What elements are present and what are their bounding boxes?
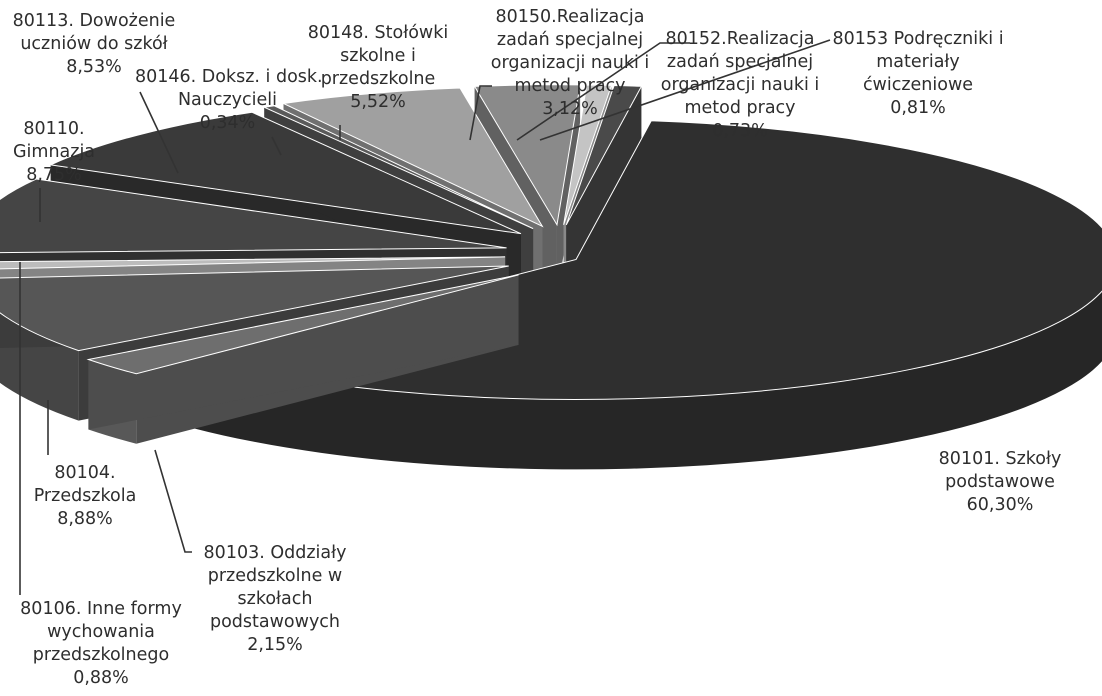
slice-top [0,178,507,254]
slice-top [86,274,519,375]
slice-top [473,84,581,227]
leader-line-80113 [139,91,179,174]
label-80146: 80146. Doksz. i dosk. Nauczycieli 0,34% [135,67,323,133]
slice-wall [88,274,519,430]
slice-top [0,256,506,270]
leader-line-80103 [154,449,192,553]
slice-top [0,265,509,352]
slice-top [565,84,643,226]
slice-top [48,111,522,235]
leader-line-80146 [271,136,282,156]
label-80113: 80113. Dowożenie uczniów do szkół 8,53% [12,11,176,77]
slice-top [281,87,544,228]
leader-line-80150 [469,85,492,141]
pie-slice-80103 [86,274,519,444]
label-80110: 80110. Gimnazja 8,75% [12,119,96,185]
pie-slices [0,84,1102,470]
label-80148: 80148. Stołówki szkolne i przedszkolne 5… [307,23,449,112]
leader-line-80152 [516,42,690,141]
label-80104: 80104. Przedszkola 8,88% [33,463,137,529]
leader-line-80153 [539,39,831,141]
leader-lines [19,39,831,595]
slice-side [193,291,1102,470]
slice-top [262,105,534,230]
label-80153: 80153 Podręczniki i materiały ćwiczeniow… [832,29,1004,118]
label-80150: 80150.Realizacja zadań specjalnej organi… [490,7,650,119]
label-80101: 80101. Szkoły podstawowe 60,30% [938,449,1062,515]
slice-wall [556,84,581,295]
label-80103: 80103. Oddziały przedszkolne w szkołach … [203,543,347,655]
label-80152: 80152.Realizacja zadań specjalnej organi… [660,29,820,141]
label-80106: 80106. Inne formy wychowania przedszkoln… [20,599,182,688]
